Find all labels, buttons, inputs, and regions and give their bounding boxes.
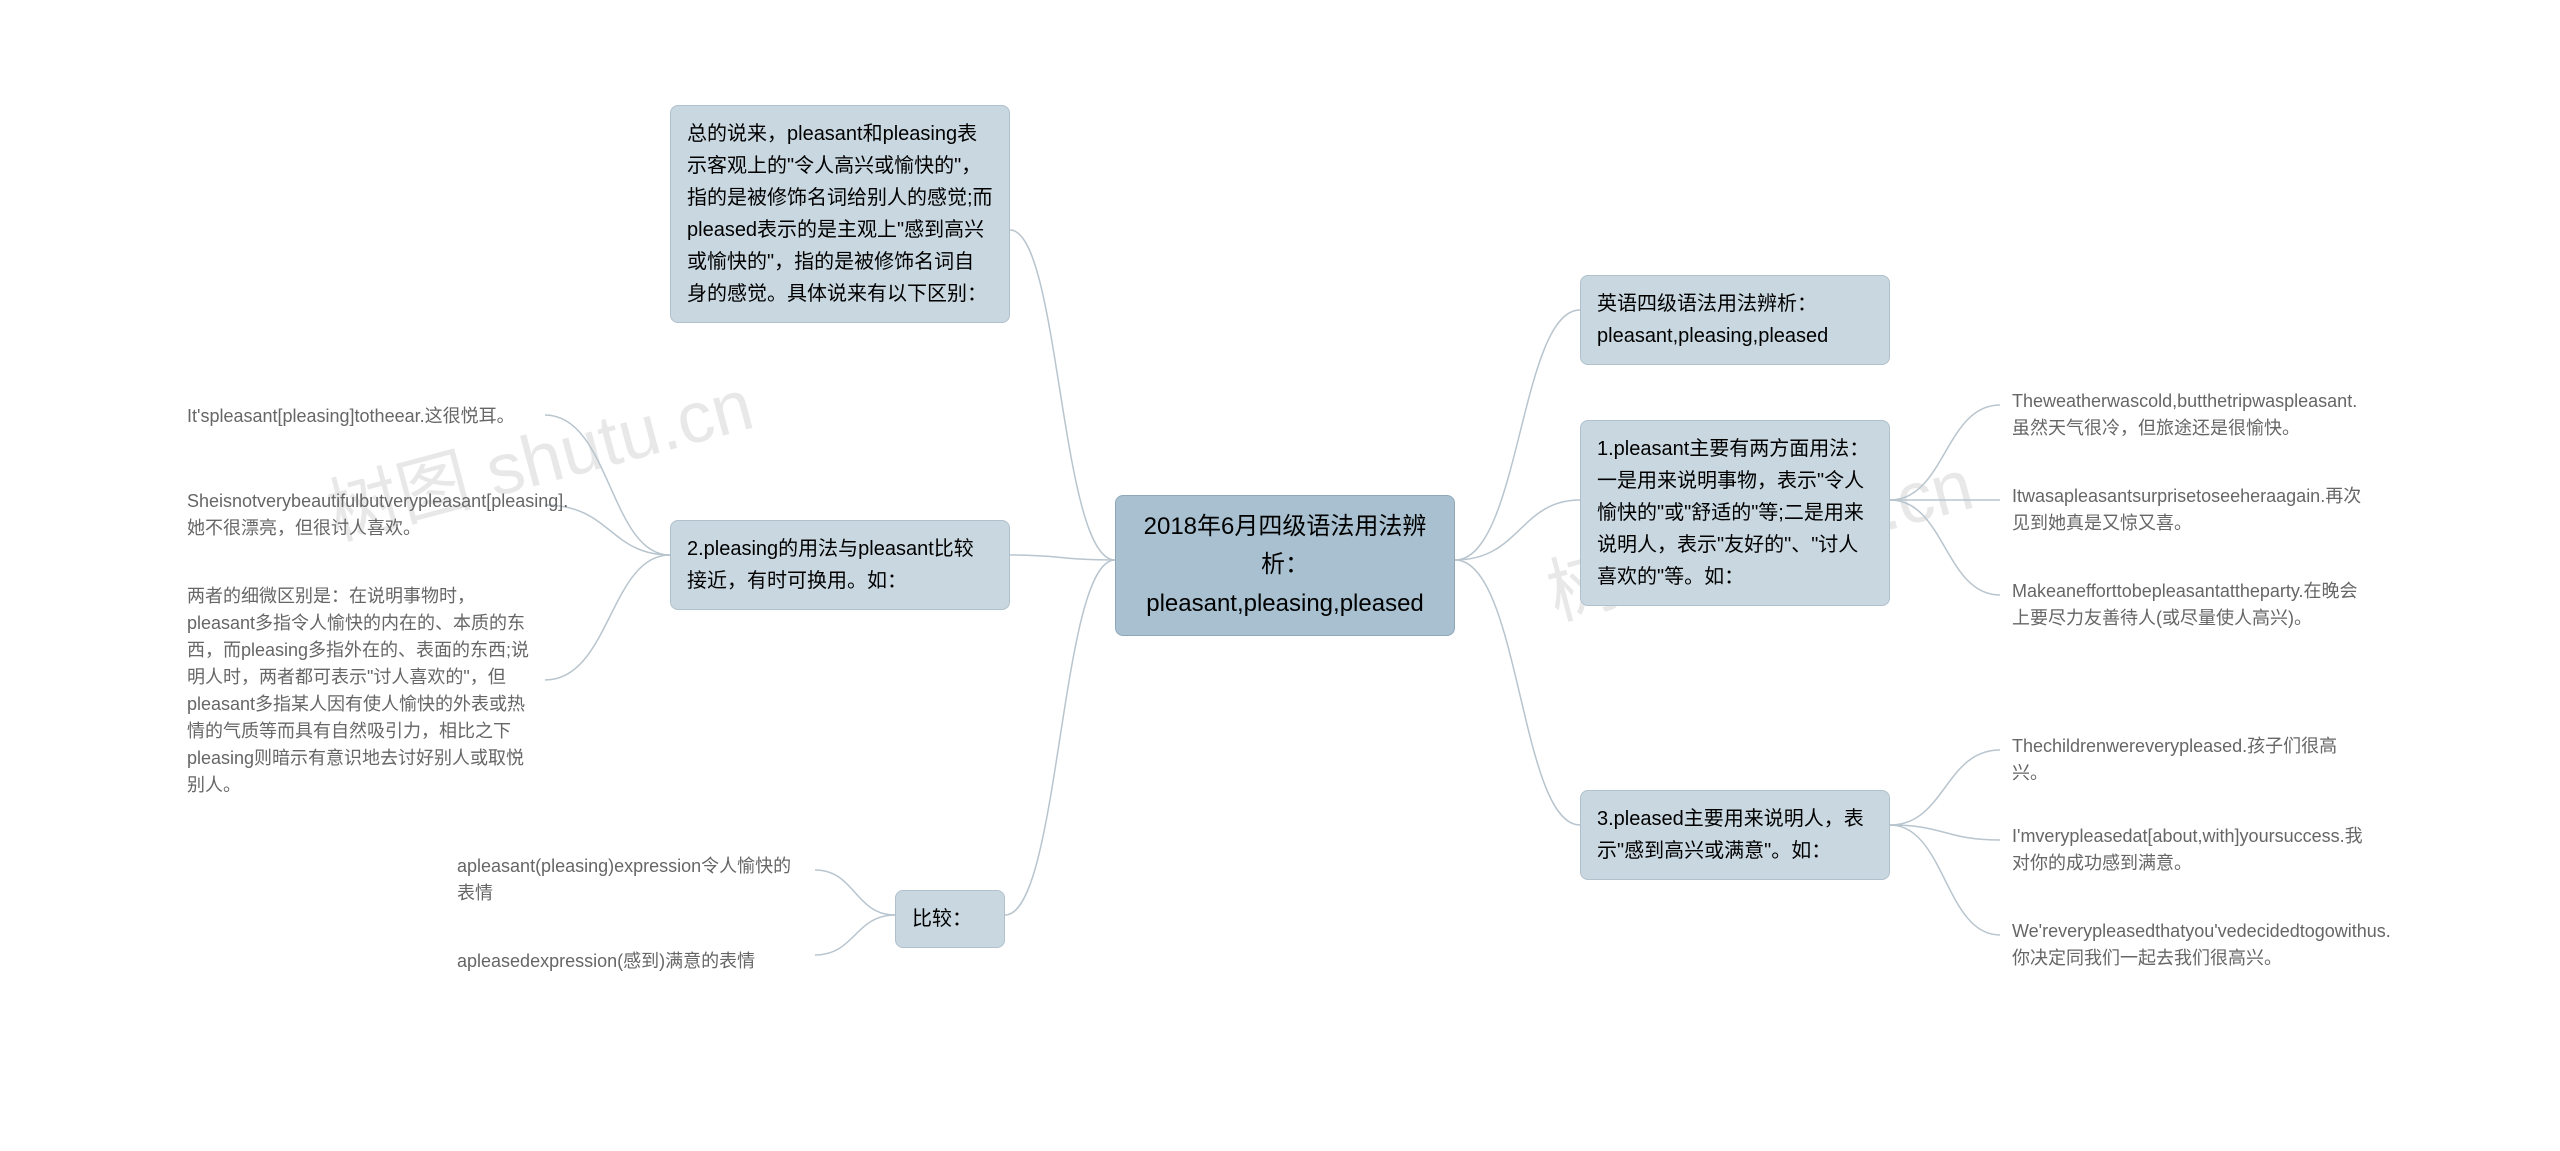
leaf-compare-0: apleasant(pleasing)expression令人愉快的表情 <box>445 845 815 915</box>
branch-usage3: 3.pleased主要用来说明人，表示"感到高兴或满意"。如： <box>1580 790 1890 880</box>
branch-usage2: 2.pleasing的用法与pleasant比较接近，有时可换用。如： <box>670 520 1010 610</box>
leaf-usage1-1: Itwasapleasantsurprisetoseeheraagain.再次见… <box>2000 475 2380 545</box>
leaf-usage2-2: 两者的细微区别是：在说明事物时，pleasant多指令人愉快的内在的、本质的东西… <box>175 575 545 807</box>
leaf-usage2-0: It'spleasant[pleasing]totheear.这很悦耳。 <box>175 395 545 438</box>
leaf-usage3-1: I'mverypleasedat[about,with]yoursuccess.… <box>2000 815 2380 885</box>
branch-right-top: 英语四级语法用法辨析：pleasant,pleasing,pleased <box>1580 275 1890 365</box>
branch-usage1: 1.pleasant主要有两方面用法：一是用来说明事物，表示"令人愉快的"或"舒… <box>1580 420 1890 606</box>
leaf-compare-1: apleasedexpression(感到)满意的表情 <box>445 940 815 983</box>
leaf-usage3-0: Thechildrenwereverypleased.孩子们很高兴。 <box>2000 725 2380 795</box>
root-node: 2018年6月四级语法用法辨析：pleasant,pleasing,please… <box>1115 495 1455 636</box>
leaf-usage1-0: Theweatherwascold,butthetripwaspleasant.… <box>2000 380 2380 450</box>
branch-compare: 比较： <box>895 890 1005 948</box>
leaf-usage2-1: Sheisnotverybeautifulbutverypleasant[ple… <box>175 480 545 550</box>
branch-summary: 总的说来，pleasant和pleasing表示客观上的"令人高兴或愉快的"，指… <box>670 105 1010 323</box>
leaf-usage3-2: We'reverypleasedthatyou'vedecidedtogowit… <box>2000 910 2380 980</box>
leaf-usage1-2: Makeanefforttobepleasantattheparty.在晚会上要… <box>2000 570 2380 640</box>
